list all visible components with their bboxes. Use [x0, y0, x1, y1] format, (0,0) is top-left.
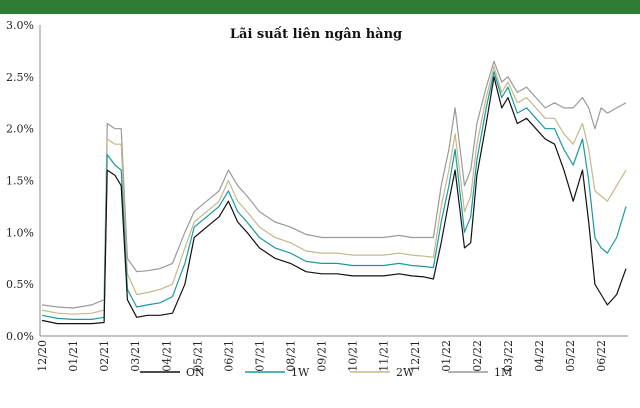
- series-line-1m: [41, 60, 627, 309]
- chart-title: Lãi suất liên ngân hàng: [230, 26, 402, 42]
- series-line-1w: [41, 71, 627, 320]
- series-layer: [41, 60, 627, 325]
- legend-item-2w: 2W: [350, 366, 415, 379]
- y-tick-label: 0.0%: [6, 330, 34, 343]
- y-tick-label: 0.5%: [6, 278, 34, 291]
- series-line-2w: [41, 65, 627, 315]
- y-tick-label: 1.0%: [6, 226, 34, 239]
- y-tick-label: 3.0%: [6, 19, 34, 32]
- series-line-on: [41, 76, 627, 325]
- x-tick-label: 06/21: [222, 340, 235, 372]
- x-tick-label: 01/21: [67, 340, 80, 372]
- x-tick-label: 06/22: [595, 340, 608, 372]
- x-tick-label: 08/21: [285, 340, 298, 372]
- legend: ON 1W 2W 1M: [140, 366, 512, 379]
- legend-label: 1M: [494, 366, 512, 379]
- legend-label: ON: [186, 366, 205, 379]
- y-tick-label: 2.0%: [6, 123, 34, 136]
- x-tick-label: 11/21: [378, 340, 391, 372]
- legend-item-1m: 1M: [448, 366, 512, 379]
- x-tick-label: 04/21: [160, 340, 173, 372]
- x-tick-label: 07/21: [253, 340, 266, 372]
- plot-axes: 0.0% 0.5% 1.0% 1.5% 2.0% 2.5% 3.0% 12/20 01/21 02…: [6, 19, 628, 372]
- x-tick-label: 12/20: [36, 340, 49, 372]
- x-tick-label: 05/22: [564, 340, 577, 372]
- legend-label: 1W: [291, 366, 310, 379]
- legend-item-1w: 1W: [245, 366, 310, 379]
- legend-label: 2W: [396, 366, 415, 379]
- x-tick-label: 02/22: [471, 340, 484, 372]
- x-tick-label: 12/21: [409, 340, 422, 372]
- x-tick-label: 02/21: [98, 340, 111, 372]
- x-tick-label: 03/22: [502, 340, 515, 372]
- y-tick-label: 1.5%: [6, 175, 34, 188]
- x-tick-label: 09/21: [316, 340, 329, 372]
- header-bar: [0, 0, 640, 14]
- x-tick-label: 05/21: [191, 340, 204, 372]
- x-tick-label: 04/22: [533, 340, 546, 372]
- x-tick-label: 03/21: [129, 340, 142, 372]
- x-tick-label: 01/22: [440, 340, 453, 372]
- legend-item-on: ON: [140, 366, 205, 379]
- y-tick-label: 2.5%: [6, 71, 34, 84]
- x-tick-label: 10/21: [347, 340, 360, 372]
